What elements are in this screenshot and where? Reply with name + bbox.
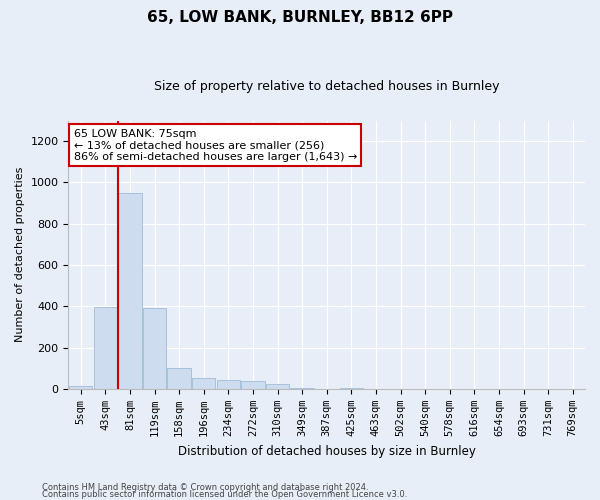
Bar [69,386,92,389]
Bar [290,388,314,389]
Title: Size of property relative to detached houses in Burnley: Size of property relative to detached ho… [154,80,499,93]
X-axis label: Distribution of detached houses by size in Burnley: Distribution of detached houses by size … [178,444,476,458]
Bar [94,308,117,389]
Text: Contains HM Land Registry data © Crown copyright and database right 2024.: Contains HM Land Registry data © Crown c… [42,484,368,492]
Bar [266,384,289,389]
Text: 65 LOW BANK: 75sqm
← 13% of detached houses are smaller (256)
86% of semi-detach: 65 LOW BANK: 75sqm ← 13% of detached hou… [74,128,357,162]
Text: Contains public sector information licensed under the Open Government Licence v3: Contains public sector information licen… [42,490,407,499]
Text: 65, LOW BANK, BURNLEY, BB12 6PP: 65, LOW BANK, BURNLEY, BB12 6PP [147,10,453,25]
Bar [118,193,142,389]
Bar [143,308,166,389]
Bar [340,388,363,389]
Bar [217,380,240,389]
Bar [192,378,215,389]
Bar [167,368,191,389]
Y-axis label: Number of detached properties: Number of detached properties [15,167,25,342]
Bar [241,381,265,389]
